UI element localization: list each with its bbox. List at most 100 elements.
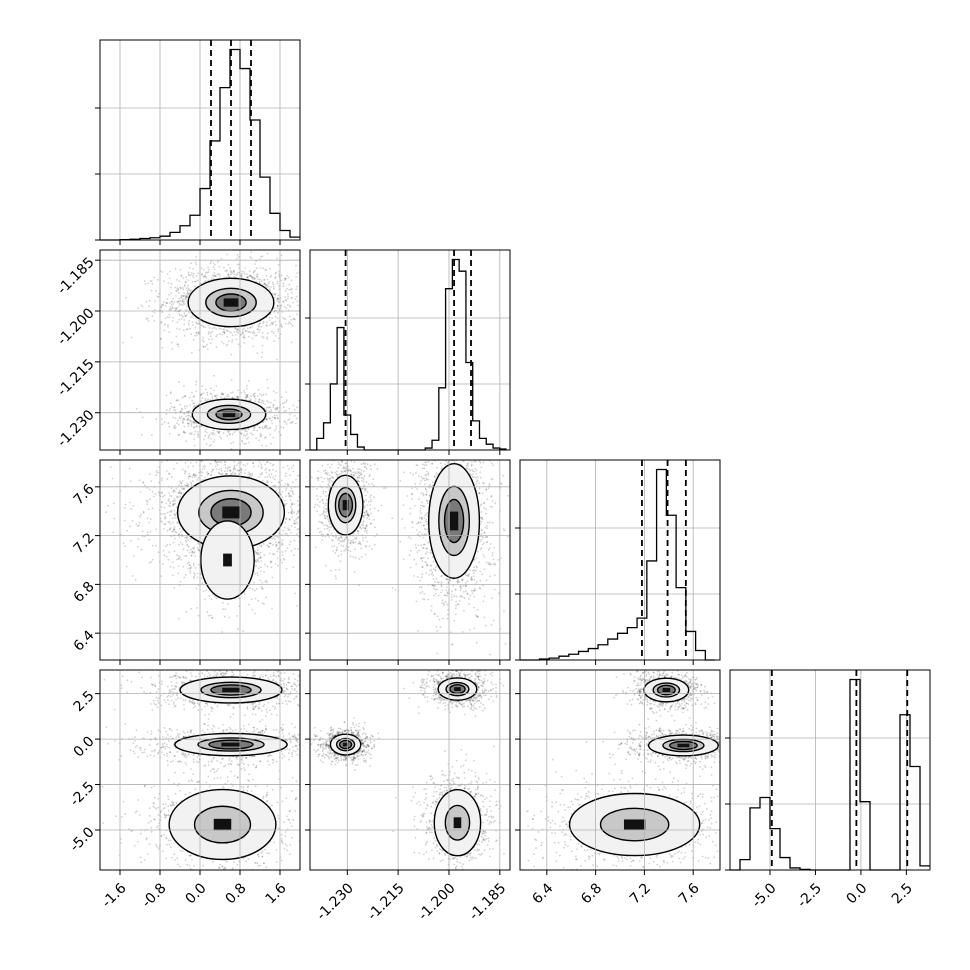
scatter-point <box>258 398 261 401</box>
scatter-point <box>180 287 182 290</box>
scatter-point <box>168 528 171 530</box>
scatter-point <box>189 475 192 478</box>
scatter-point <box>193 552 195 555</box>
scatter-point <box>185 314 188 316</box>
scatter-point <box>183 295 185 297</box>
scatter-point <box>193 402 196 405</box>
scatter-point <box>282 316 284 319</box>
scatter-point <box>245 396 248 399</box>
scatter-point <box>242 332 245 334</box>
scatter-point <box>190 548 192 551</box>
scatter-point <box>294 548 296 550</box>
scatter-point <box>264 437 266 439</box>
scatter-point <box>195 383 197 386</box>
scatter-point <box>242 336 245 339</box>
scatter-point <box>253 277 255 280</box>
scatter-point <box>204 345 207 348</box>
scatter-point <box>283 526 286 529</box>
scatter-point <box>168 432 171 435</box>
scatter-point <box>301 429 303 431</box>
scatter-point <box>179 268 182 271</box>
scatter-point <box>265 418 268 420</box>
scatter-point <box>274 484 276 487</box>
scatter-point <box>269 433 271 436</box>
scatter-point <box>263 278 266 281</box>
scatter-point <box>212 441 215 443</box>
scatter-point <box>170 510 173 513</box>
scatter-point <box>202 345 205 348</box>
scatter-point <box>266 406 268 409</box>
scatter-point <box>217 273 220 275</box>
scatter-point <box>278 431 280 433</box>
scatter-point <box>179 417 181 420</box>
scatter-point <box>267 286 270 288</box>
scatter-point <box>262 458 264 460</box>
scatter-point <box>169 527 172 529</box>
scatter-point <box>175 295 177 297</box>
scatter-point <box>237 328 240 330</box>
scatter-point <box>271 464 274 467</box>
scatter-point <box>274 474 277 477</box>
scatter-point <box>196 607 198 609</box>
scatter-point <box>151 507 154 509</box>
scatter-point <box>185 574 187 576</box>
scatter-point <box>301 489 303 491</box>
scatter-point <box>176 495 178 498</box>
scatter-point <box>311 512 313 514</box>
scatter-point <box>207 435 210 438</box>
scatter-point <box>187 483 190 486</box>
scatter-point <box>230 273 232 276</box>
scatter-point <box>225 395 228 398</box>
scatter-point <box>172 530 175 533</box>
scatter-point <box>289 474 292 477</box>
scatter-point <box>258 439 260 442</box>
scatter-point <box>192 480 194 483</box>
scatter-point <box>232 452 234 454</box>
scatter-point <box>269 406 271 409</box>
scatter-point <box>208 327 211 329</box>
scatter-point <box>185 295 188 298</box>
scatter-point <box>197 431 200 433</box>
scatter-point <box>213 326 216 329</box>
scatter-point <box>320 527 322 529</box>
scatter-point <box>154 493 157 495</box>
scatter-point <box>191 550 194 553</box>
scatter-point <box>183 285 186 288</box>
scatter-point <box>146 317 149 320</box>
scatter-point <box>202 465 205 468</box>
scatter-point <box>229 432 231 435</box>
scatter-point <box>206 391 209 394</box>
scatter-point <box>169 270 171 273</box>
scatter-point <box>285 401 288 403</box>
scatter-point <box>233 273 236 276</box>
scatter-point <box>168 316 171 319</box>
scatter-point <box>186 296 189 298</box>
scatter-point <box>257 278 260 280</box>
histogram-line <box>310 258 507 451</box>
scatter-point <box>175 399 178 402</box>
scatter-point <box>183 312 186 315</box>
scatter-point <box>272 332 275 334</box>
scatter-point <box>179 541 182 544</box>
scatter-point <box>193 438 196 440</box>
scatter-point <box>265 579 268 582</box>
scatter-point <box>254 397 257 400</box>
scatter-point <box>237 395 240 398</box>
scatter-point <box>211 398 214 400</box>
scatter-point <box>192 421 195 423</box>
scatter-point <box>282 282 285 285</box>
scatter-point <box>268 410 271 413</box>
scatter-point <box>208 268 210 271</box>
scatter-point <box>183 488 186 490</box>
scatter-point <box>172 566 175 569</box>
scatter-point <box>194 285 197 288</box>
scatter-point <box>225 329 228 332</box>
scatter-point <box>190 333 192 336</box>
scatter-point <box>194 334 196 337</box>
scatter-point <box>270 409 273 411</box>
scatter-point <box>292 404 295 407</box>
scatter-point <box>143 280 146 282</box>
scatter-point <box>189 290 192 293</box>
scatter-point <box>192 426 195 429</box>
scatter-point <box>249 398 252 401</box>
